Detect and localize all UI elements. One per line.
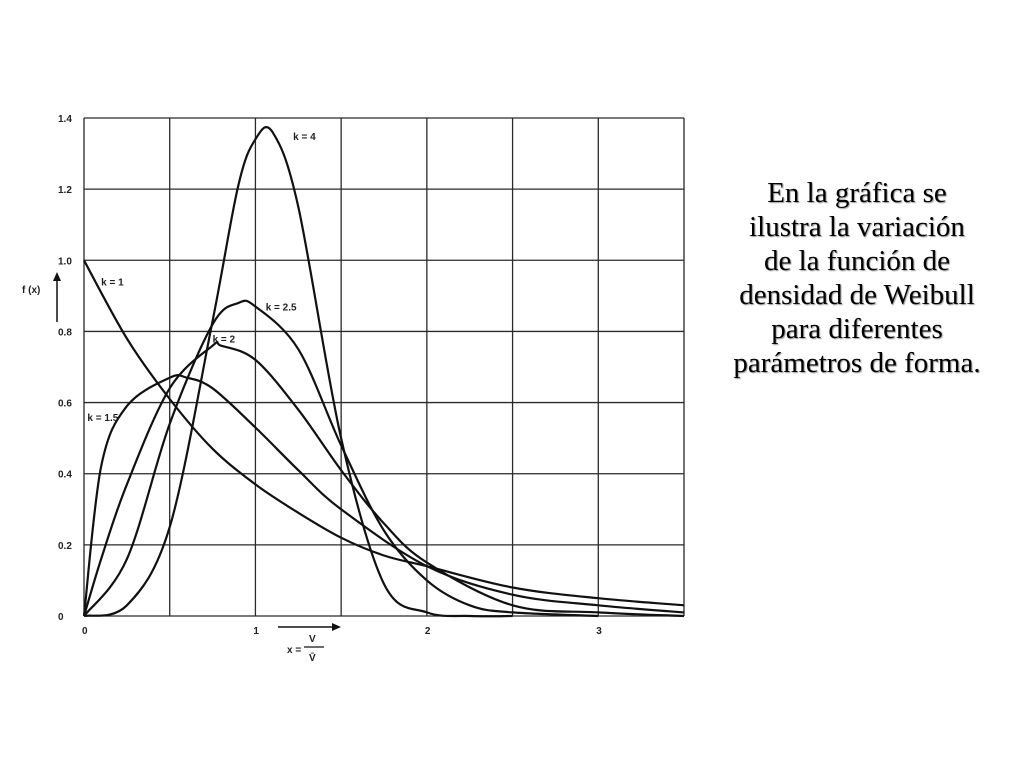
x-tick-label: 3 [596, 626, 602, 637]
curve-k-2 [82, 340, 685, 618]
y-axis-label: f (x) [22, 285, 40, 296]
x-axis-label-prefix: x = [287, 645, 301, 656]
curve-label: k = 1.5 [87, 413, 118, 424]
y-axis-arrowhead-icon [53, 272, 61, 281]
curve-label: k = 2.5 [266, 303, 297, 314]
curve-k-4 [83, 126, 513, 618]
x-axis-label-numerator: V [309, 634, 316, 645]
chart-grid [83, 117, 685, 617]
x-tick-label: 1 [253, 626, 259, 637]
y-tick-label: 0.6 [58, 399, 72, 410]
y-tick-label: 0.2 [58, 541, 72, 552]
curve-label: k = 1 [101, 278, 124, 289]
y-tick-label: 1.4 [58, 114, 72, 125]
curve-k-2-5 [83, 299, 599, 618]
y-tick-label: 1.0 [58, 256, 72, 267]
chart-labels: 0 0.2 0.4 0.6 0.8 1.0 1.2 1.4 0 1 2 3 k = 4 k = 2.5 k … [22, 114, 602, 664]
y-tick-label: 0.4 [58, 470, 72, 481]
x-tick-label: 2 [425, 626, 431, 637]
chart-caption: En la gráfica se ilustra la variación de… [733, 177, 981, 379]
x-axis-arrowhead-icon [332, 623, 341, 631]
y-tick-label: 0 [58, 612, 64, 623]
curve-label: k = 4 [293, 132, 316, 143]
curve-k-1-5 [82, 374, 685, 617]
x-axis-label-denominator: V̄ [309, 652, 316, 664]
curve-label: k = 2 [213, 335, 236, 346]
chart-curves [82, 126, 685, 618]
y-tick-label: 1.2 [58, 185, 72, 196]
y-tick-label: 0.8 [58, 327, 72, 338]
x-tick-label: 0 [82, 626, 88, 637]
curve-k-1 [83, 259, 685, 607]
